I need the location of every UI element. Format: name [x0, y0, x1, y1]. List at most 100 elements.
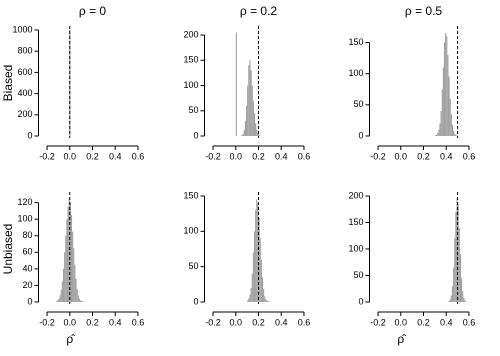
- x-tick-label: 0.6: [298, 317, 311, 327]
- x-axis-label: ρ̂: [397, 332, 406, 346]
- y-tick-label: 20: [22, 280, 32, 290]
- x-tick-label: 0.4: [275, 151, 288, 161]
- bar: [266, 300, 268, 302]
- y-tick-label: 40: [22, 263, 32, 273]
- y-tick-label: 120: [17, 197, 32, 207]
- y-tick-label: 0: [358, 130, 363, 140]
- bar: [454, 238, 456, 302]
- y-tick-label: 0: [27, 130, 32, 140]
- x-tick-label: 0.6: [463, 151, 476, 161]
- x-tick-label: 0.0: [64, 151, 77, 161]
- y-tick-label: 0: [193, 130, 198, 140]
- x-tick-label: 0.6: [298, 151, 311, 161]
- y-tick-label: 600: [17, 67, 32, 77]
- y-tick-label: 200: [348, 190, 363, 200]
- bar: [463, 297, 465, 302]
- x-tick-label: 0.4: [440, 317, 453, 327]
- y-tick-label: 100: [348, 68, 363, 78]
- bar: [445, 33, 447, 136]
- x-tick-label: 0.4: [109, 317, 122, 327]
- column-title: ρ = 0.2: [240, 4, 278, 18]
- bar: [244, 120, 246, 136]
- bar: [451, 286, 454, 302]
- y-tick-label: 50: [353, 270, 363, 280]
- bar: [465, 301, 467, 302]
- x-tick-label: 0.2: [417, 317, 430, 327]
- bar: [264, 296, 266, 302]
- bar: [434, 135, 436, 136]
- bar: [462, 291, 464, 302]
- bar: [250, 70, 252, 136]
- y-tick-label: 150: [183, 55, 198, 65]
- bar: [449, 299, 451, 302]
- bar: [438, 129, 440, 136]
- bar: [448, 300, 450, 302]
- bar: [75, 278, 77, 302]
- x-tick-label: 0.2: [417, 151, 430, 161]
- bar: [70, 215, 73, 302]
- x-tick-label: -0.2: [39, 151, 55, 161]
- bar: [446, 36, 448, 137]
- column-title: ρ = 0.5: [405, 4, 443, 18]
- bar: [464, 300, 466, 302]
- bar: [437, 132, 439, 136]
- y-tick-label: 1000: [12, 24, 32, 34]
- bar: [442, 67, 444, 136]
- bar: [450, 295, 452, 302]
- x-tick-label: 0.4: [109, 151, 122, 161]
- bar: [252, 252, 254, 302]
- bar: [241, 134, 243, 136]
- x-tick-label: 0.2: [86, 317, 99, 327]
- bar: [455, 211, 457, 302]
- y-tick-label: 80: [22, 230, 32, 240]
- y-tick-label: 0: [193, 296, 198, 306]
- bar: [440, 111, 442, 136]
- bar: [69, 202, 71, 302]
- bar: [267, 301, 269, 302]
- bar: [258, 217, 260, 302]
- x-tick-label: 0.2: [86, 151, 99, 161]
- bar: [258, 134, 260, 136]
- y-tick-label: 60: [22, 247, 32, 257]
- bar: [459, 254, 461, 302]
- bar: [77, 295, 79, 302]
- x-tick-label: -0.2: [205, 317, 221, 327]
- row-label: Biased: [1, 65, 15, 102]
- bar: [74, 264, 76, 302]
- bar: [59, 295, 61, 302]
- y-tick-label: 150: [348, 37, 363, 47]
- x-tick-label: -0.2: [370, 151, 386, 161]
- y-tick-label: 100: [17, 214, 32, 224]
- bar: [449, 98, 451, 136]
- bar: [451, 124, 454, 136]
- bar: [242, 133, 244, 136]
- y-tick-label: 50: [353, 99, 363, 109]
- bar: [448, 76, 450, 136]
- bar: [251, 273, 253, 302]
- bar: [256, 199, 258, 302]
- y-tick-label: 100: [348, 243, 363, 253]
- x-tick-label: 0.0: [395, 151, 408, 161]
- bar: [65, 235, 67, 302]
- x-tick-label: 0.6: [132, 151, 145, 161]
- bar: [66, 219, 68, 302]
- bar: [261, 277, 264, 302]
- bar: [257, 132, 259, 136]
- y-tick-label: 150: [183, 190, 198, 200]
- x-tick-label: -0.2: [370, 317, 386, 327]
- bar: [246, 105, 248, 136]
- row-label: Unbiased: [1, 224, 15, 275]
- bar: [64, 252, 66, 302]
- bar: [56, 301, 58, 302]
- bar: [461, 278, 463, 302]
- bar: [456, 135, 458, 136]
- bar: [458, 227, 460, 302]
- bar: [58, 298, 60, 302]
- x-tick-label: 0.0: [230, 317, 243, 327]
- bar: [253, 113, 256, 136]
- bar: [78, 298, 80, 302]
- bar: [247, 85, 249, 136]
- bar: [243, 129, 245, 136]
- y-tick-label: 0: [358, 296, 363, 306]
